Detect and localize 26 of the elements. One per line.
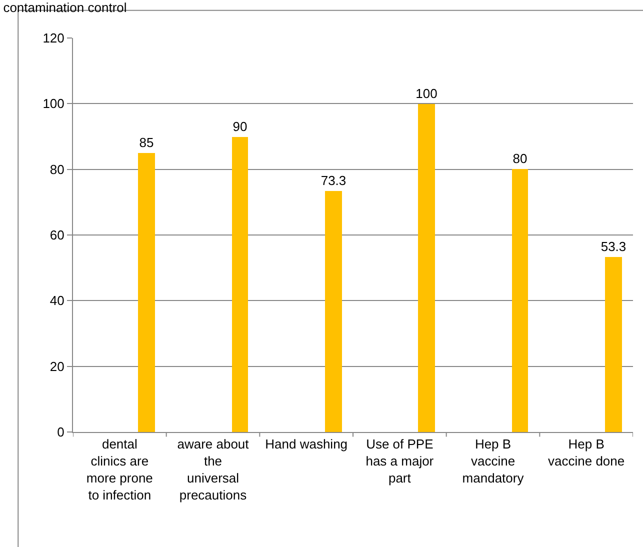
bar — [138, 153, 155, 432]
bar — [418, 104, 435, 432]
bar — [605, 257, 622, 432]
chart-title: contamination control — [3, 0, 127, 15]
x-tick-label: Hep B vaccine mandatory — [462, 436, 524, 486]
x-tick-label: Hand washing — [265, 436, 348, 452]
data-label: 80 — [512, 151, 528, 166]
y-tick-label: 120 — [42, 30, 64, 46]
x-tick-label: Use of PPE has a major part — [366, 436, 434, 486]
data-label: 73.3 — [320, 173, 346, 188]
bar — [512, 169, 528, 432]
y-tick-label: 20 — [50, 358, 64, 374]
data-label: 90 — [232, 119, 248, 134]
bar — [325, 191, 342, 432]
x-tick-label: Hep B vaccine done — [548, 436, 625, 468]
data-label: 53.3 — [600, 239, 626, 254]
data-label: 100 — [416, 86, 438, 101]
y-tick-label: 0 — [57, 424, 64, 440]
x-tick-label: aware about the universal precautions — [177, 436, 250, 502]
y-tick-label: 40 — [50, 293, 64, 308]
y-tick-label: 60 — [50, 228, 64, 243]
bar — [232, 137, 248, 432]
x-tick-label: dental clinics are more prone to infection — [86, 436, 153, 502]
data-label: 85 — [139, 135, 154, 150]
y-tick-label: 80 — [50, 162, 64, 177]
y-tick-label: 100 — [42, 96, 64, 112]
